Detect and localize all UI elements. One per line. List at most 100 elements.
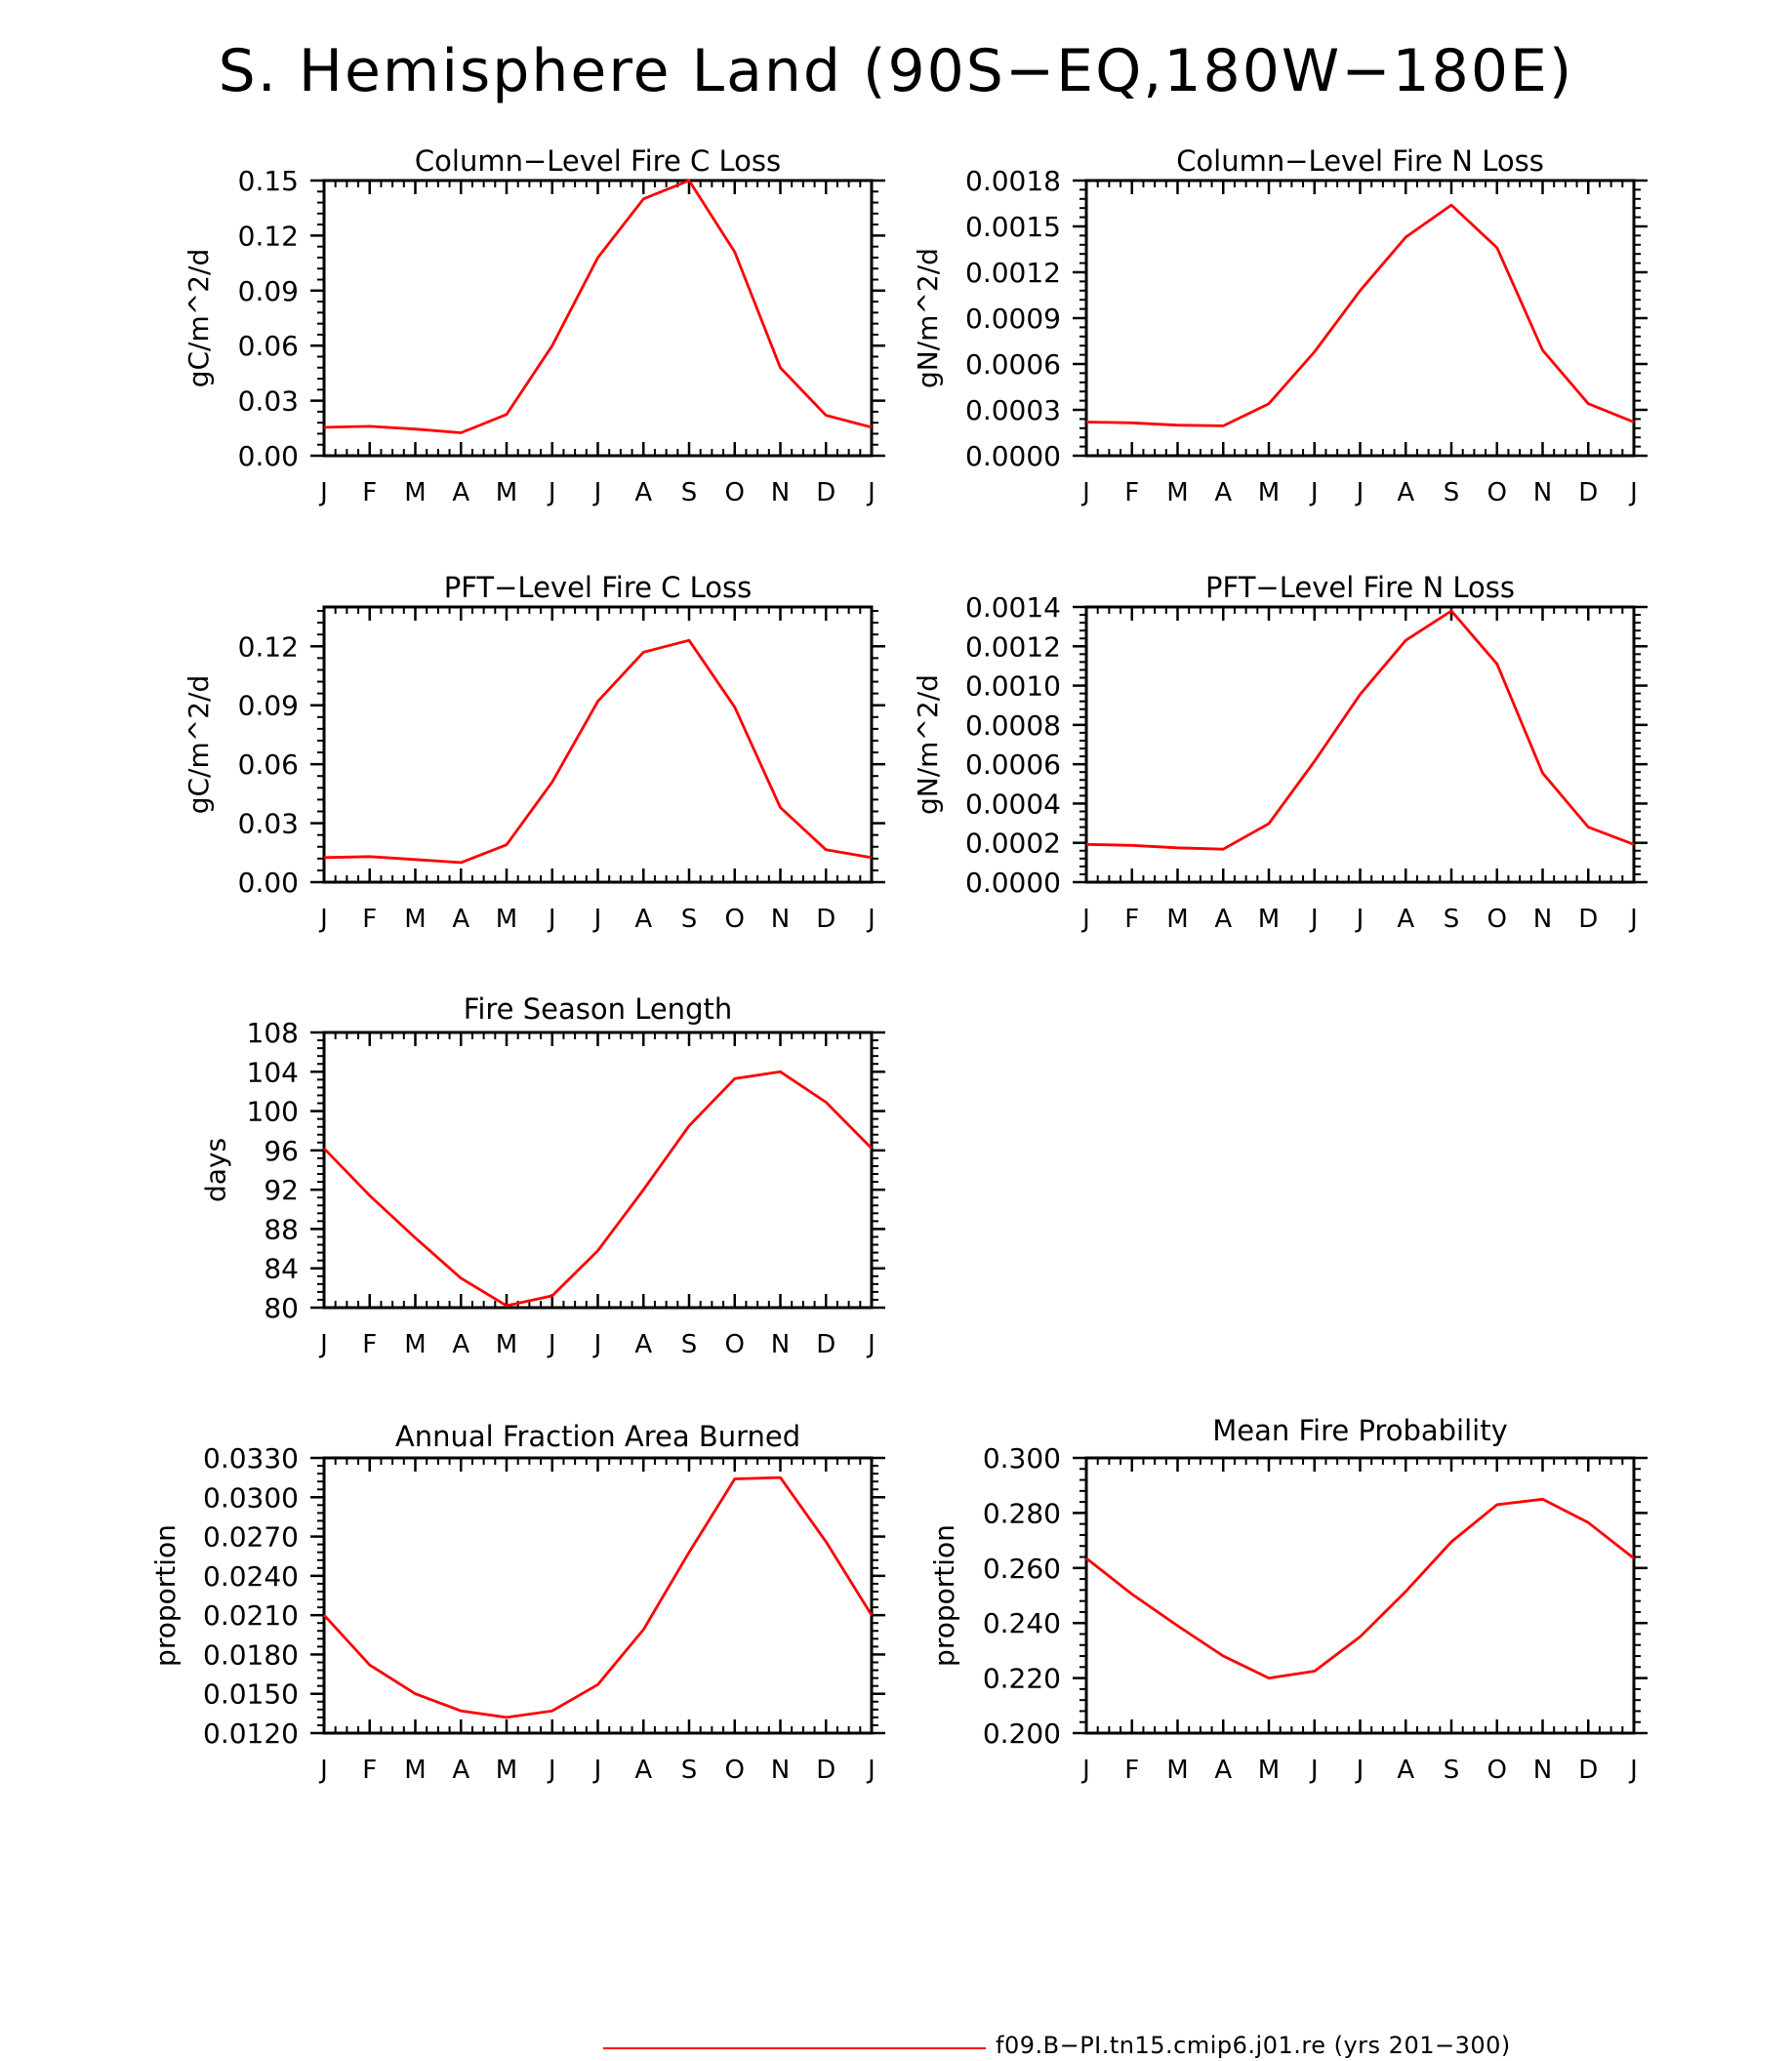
y-tick-label: 0.0150 [203,1678,299,1711]
x-tick-label: F [1124,905,1139,934]
y-tick-label: 0.260 [983,1553,1061,1585]
x-tick-label: D [1578,905,1598,934]
x-tick-label: A [1214,478,1232,507]
x-tick-label: O [1487,478,1507,507]
panel-title: Column−Level Fire N Loss [1176,144,1544,178]
x-tick-label: M [1258,905,1280,934]
x-tick-label: J [1080,478,1090,507]
y-tick-label: 0.0006 [965,748,1061,781]
y-tick-label: 0.0120 [203,1718,299,1750]
y-tick-label: 0.03 [238,385,299,418]
x-tick-label: J [1628,1756,1638,1785]
y-tick-label: 0.06 [238,330,299,362]
x-tick-label: M [496,1756,517,1785]
x-tick-label: J [1355,478,1364,507]
y-tick-label: 108 [247,1017,299,1049]
panel-title: Fire Season Length [464,992,732,1026]
panel-title: PFT−Level Fire C Loss [444,571,753,604]
y-tick-label: 0.300 [983,1442,1061,1475]
x-tick-label: A [1397,1756,1414,1785]
x-tick-label: J [592,1330,602,1359]
x-tick-label: O [725,905,745,934]
x-tick-label: M [1166,1756,1188,1785]
x-tick-label: M [1258,478,1280,507]
y-tick-label: 0.280 [983,1497,1061,1529]
x-tick-label: N [771,905,790,934]
y-tick-label: 80 [264,1292,299,1324]
series-line [1085,1497,1635,1679]
x-tick-label: J [1309,478,1319,507]
x-tick-label: M [1258,1756,1280,1785]
x-tick-label: A [1214,905,1232,934]
y-tick-label: 0.15 [238,165,299,197]
x-tick-label: F [1124,478,1139,507]
series-line [323,179,873,434]
y-axis-label: gC/m^2/d [183,675,215,815]
y-tick-label: 0.0300 [203,1481,299,1514]
chart-panel-6: J F M A M J J A S O N D J0.01200.01500.01800.02100.0… [149,1420,885,1785]
y-axis-label: days [199,1138,231,1202]
x-tick-label: J [866,1756,876,1785]
x-tick-label: M [404,905,426,934]
y-tick-label: 0.0015 [965,211,1061,243]
x-tick-label: A [1397,905,1414,934]
y-tick-label: 0.0004 [965,788,1061,820]
x-tick-label: J [547,1330,556,1359]
x-tick-label: A [452,905,469,934]
x-tick-label: J [1355,1756,1364,1785]
x-tick-label: O [1487,905,1507,934]
y-axis-label: proportion [149,1524,182,1667]
x-tick-label: A [452,1330,469,1359]
chart-panel-7: J F M A M J J A S O N D J0.2000.2200.2400.2600.2800.… [928,1414,1648,1785]
x-tick-label: S [1444,905,1460,934]
x-tick-label: J [318,478,328,507]
chart-panel-1: J F M A M J J A S O N D J0.000.030.060.090.120.15gC/… [183,144,885,507]
x-tick-label: S [681,1756,698,1785]
y-tick-label: 0.12 [238,630,299,663]
x-tick-label: J [592,905,602,934]
x-tick-label: M [404,1756,426,1785]
x-tick-label: S [1444,1756,1460,1785]
x-tick-label: S [1444,478,1460,507]
y-tick-label: 0.0009 [965,303,1061,335]
x-tick-label: M [1166,478,1188,507]
x-tick-label: J [318,1330,328,1359]
x-tick-label: A [634,905,652,934]
x-tick-label: N [771,1330,790,1359]
y-tick-label: 0.220 [983,1663,1061,1695]
plot-frame [322,1456,874,1735]
series-line [1085,609,1635,851]
series-line [323,638,873,865]
x-tick-label: O [1487,1756,1507,1785]
y-tick-label: 0.00 [238,440,299,472]
legend-line-swatch [603,2047,986,2049]
x-tick-label: D [816,1756,835,1785]
x-tick-label: D [1578,1756,1598,1785]
x-tick-label: A [634,1756,652,1785]
x-tick-label: M [496,478,517,507]
plot-frame [322,179,874,458]
panel-title: Annual Fraction Area Burned [395,1420,800,1453]
y-tick-label: 0.0240 [203,1560,299,1593]
x-tick-label: F [362,905,377,934]
x-tick-label: M [496,1330,517,1359]
x-tick-label: D [816,478,835,507]
x-tick-label: O [725,478,745,507]
page-title: S. Hemisphere Land (90S−EQ,180W−180E) [218,37,1574,105]
x-tick-label: J [547,905,556,934]
x-tick-label: J [866,1330,876,1359]
x-tick-label: D [1578,478,1598,507]
y-tick-label: 96 [264,1135,299,1167]
x-tick-label: N [1533,478,1552,507]
y-tick-label: 0.0008 [965,709,1061,742]
y-tick-label: 104 [247,1056,299,1088]
x-tick-label: J [592,1756,602,1785]
y-tick-label: 92 [264,1174,299,1206]
x-tick-label: N [771,478,790,507]
x-tick-label: N [771,1756,790,1785]
x-tick-label: N [1533,1756,1552,1785]
x-tick-label: M [404,478,426,507]
y-tick-label: 0.0002 [965,828,1061,860]
x-tick-label: A [452,1756,469,1785]
x-tick-label: J [318,905,328,934]
